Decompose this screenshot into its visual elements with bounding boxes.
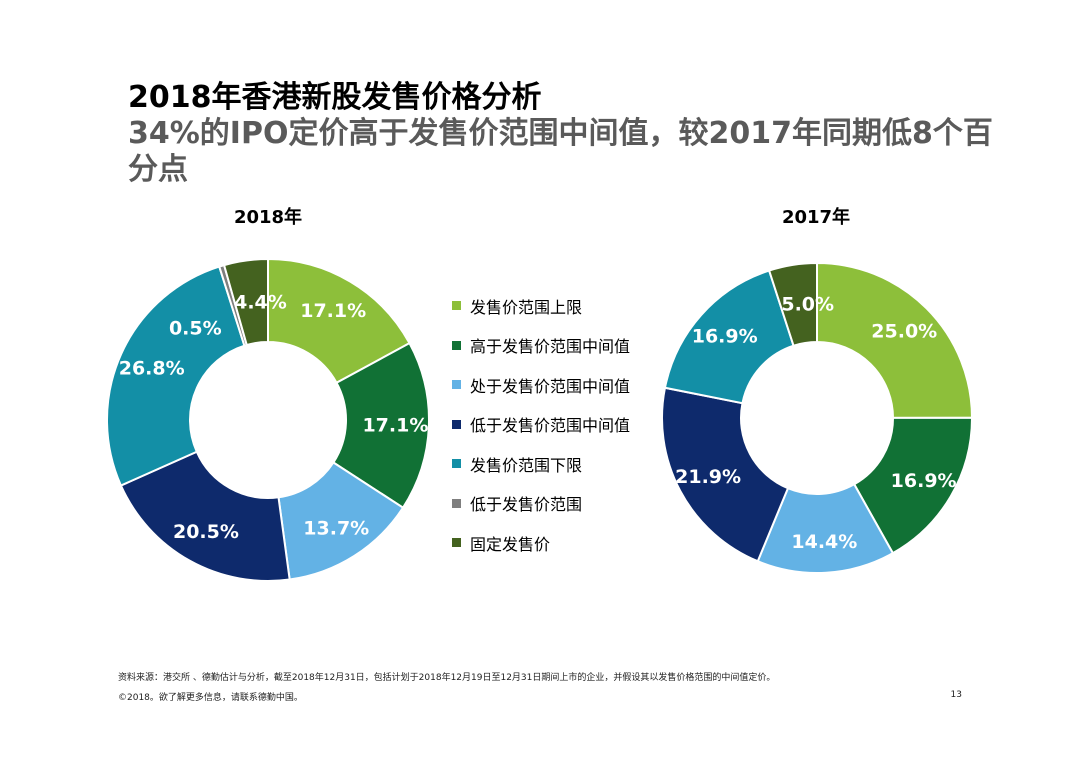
- donut-slice: [267, 257, 411, 385]
- legend-item: 发售价范围上限: [452, 286, 692, 326]
- legend-swatch: [452, 340, 461, 350]
- legend-item: 发售价范围下限: [452, 444, 692, 484]
- donut-slice: [332, 341, 430, 510]
- footer-copyright: ©2018。欲了解更多信息，请联系德勤中国。: [118, 693, 303, 703]
- slice-label: 14.4%: [791, 531, 857, 553]
- slice-label: 16.9%: [692, 326, 758, 348]
- chart-title-2017: 2017年: [781, 207, 851, 228]
- donut-slice: [816, 261, 974, 419]
- legend-swatch: [452, 538, 461, 548]
- donut-chart-0: 17.1% 17.1% 13.7% 20.5% 26.8% 0.5% 4.4%: [106, 257, 430, 582]
- legend-label: 发售价范围下限: [470, 455, 583, 475]
- page-title: 2018年香港新股发售价格分析: [128, 80, 542, 115]
- legend-label: 低于发售价范围中间值: [470, 416, 631, 436]
- donut-slice: [106, 265, 246, 487]
- donut-slice: [661, 386, 790, 563]
- slice-label: 25.0%: [871, 320, 937, 342]
- chart-legend: 发售价范围上限 高于发售价范围中间值 处于发售价范围中间值 低于发售价范围中间值…: [452, 286, 692, 563]
- legend-swatch: [452, 419, 461, 429]
- legend-item: 低于发售价范围中间值: [452, 405, 692, 445]
- donut-slice: [222, 257, 269, 347]
- legend-item: 高于发售价范围中间值: [452, 326, 692, 366]
- footer-source: 资料来源：港交所 、德勤估计与分析，截至2018年12月31日，包括计划于201…: [118, 673, 776, 683]
- slice-label: 21.9%: [675, 466, 741, 488]
- slice-label: 17.1%: [300, 300, 366, 322]
- slice-label: 5.0%: [781, 294, 834, 316]
- legend-label: 高于发售价范围中间值: [470, 337, 631, 357]
- legend-label: 处于发售价范围中间值: [470, 376, 631, 396]
- page-subtitle: 34%的IPO定价高于发售价范围中间值，较2017年同期低8个百分点: [128, 116, 993, 187]
- legend-item: 处于发售价范围中间值: [452, 365, 692, 405]
- legend-swatch: [452, 380, 461, 390]
- slice-label: 16.9%: [891, 470, 957, 492]
- legend-label: 固定发售价: [470, 534, 551, 554]
- slice-label: 20.5%: [173, 521, 239, 543]
- slice-label: 13.7%: [303, 517, 369, 539]
- slice-label: 26.8%: [119, 357, 185, 379]
- legend-label: 发售价范围上限: [470, 297, 583, 317]
- legend-swatch: [452, 301, 461, 311]
- legend-item: 低于发售价范围: [452, 484, 692, 524]
- slice-label: 0.5%: [169, 318, 222, 340]
- slice-label: 17.1%: [362, 415, 428, 437]
- legend-label: 低于发售价范围: [470, 495, 583, 515]
- slice-label: 4.4%: [234, 291, 287, 313]
- chart-title-2018: 2018年: [233, 207, 303, 228]
- page-number: 13: [950, 690, 962, 700]
- legend-item: 固定发售价: [452, 523, 692, 563]
- donut-slice: [119, 450, 291, 582]
- donut-slice: [767, 261, 818, 347]
- donut-chart-1: 25.0% 16.9% 14.4% 21.9% 16.9% 5.0%: [661, 261, 974, 574]
- legend-swatch: [452, 459, 461, 469]
- legend-swatch: [452, 498, 461, 508]
